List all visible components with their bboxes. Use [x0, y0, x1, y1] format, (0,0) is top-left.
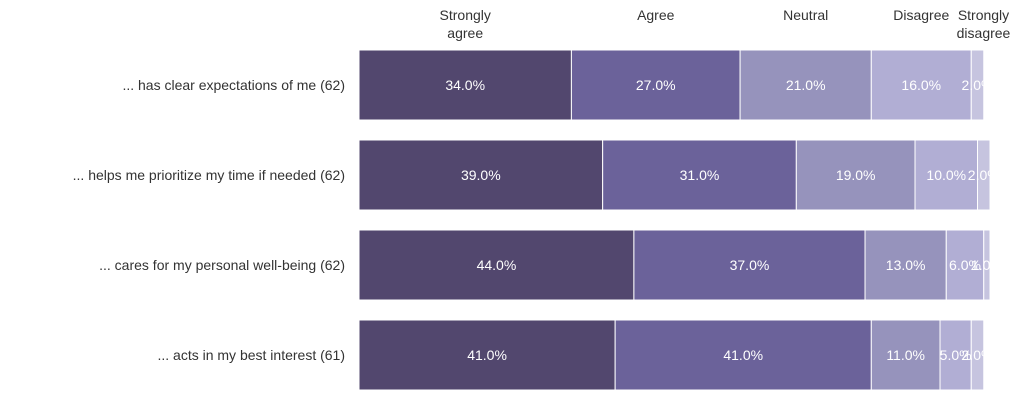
data-label: 10.0%: [926, 167, 966, 183]
bars: 34.0% 27.0% 21.0% 16.0% 2.0% 39.0% 31.0% 19.0% 1…: [358, 49, 1003, 391]
bar-segment-neutral: [739, 49, 872, 121]
bar-segment-disagree: [939, 319, 972, 391]
data-label: 39.0%: [461, 167, 501, 183]
data-label: 16.0%: [901, 77, 941, 93]
data-label: 11.0%: [886, 347, 925, 363]
data-label: 41.0%: [723, 347, 763, 363]
data-label: 27.0%: [636, 77, 676, 93]
legend: Strongly agree Agree Neutral Disagree Strongl…: [440, 7, 1011, 41]
data-label: 2.0%: [968, 167, 1000, 183]
legend-label-agree: Agree: [637, 7, 675, 23]
data-label: 19.0%: [836, 167, 876, 183]
data-label: 31.0%: [680, 167, 720, 183]
category-label: ... cares for my personal well-being (62…: [99, 257, 345, 273]
data-label: 21.0%: [786, 77, 826, 93]
bar-segment-neutral: [870, 319, 941, 391]
bar-segment-neutral: [864, 229, 947, 301]
bar-segment-neutral: [795, 139, 916, 211]
bar-segment-strongly-disagree: [983, 229, 991, 301]
category-label: ... helps me prioritize my time if neede…: [73, 167, 345, 183]
bar-segment-agree: [570, 49, 741, 121]
bar-segment-agree: [602, 139, 797, 211]
bar-segment-disagree: [914, 139, 979, 211]
data-label: 34.0%: [445, 77, 485, 93]
data-label: 41.0%: [467, 347, 507, 363]
data-label: 6.0%: [949, 257, 981, 273]
bar-segment-disagree: [870, 49, 972, 121]
data-label: 44.0%: [477, 257, 517, 273]
category-labels: ... has clear expectations of me (62)...…: [73, 77, 345, 363]
legend-label-neutral: Neutral: [783, 7, 828, 23]
bar-segment-strongly-agree: [358, 319, 616, 391]
bar-segment-strongly-agree: [358, 229, 635, 301]
legend-label-strongly-disagree: Strongly disagree: [957, 7, 1011, 41]
category-label: ... has clear expectations of me (62): [122, 77, 345, 93]
bar-segment-disagree: [945, 229, 985, 301]
legend-label-disagree: Disagree: [893, 7, 949, 23]
bar-segment-strongly-agree: [358, 139, 604, 211]
data-label: 5.0%: [940, 347, 972, 363]
bar-segment-agree: [614, 319, 872, 391]
data-label: 2.0%: [962, 77, 994, 93]
category-label: ... acts in my best interest (61): [157, 347, 345, 363]
bar-segment-agree: [633, 229, 866, 301]
bar-segment-strongly-disagree: [970, 49, 985, 121]
data-label: 1.0%: [971, 257, 1003, 273]
bar-segment-strongly-disagree: [970, 319, 985, 391]
legend-label-strongly-agree: Strongly agree: [440, 7, 491, 41]
bar-segment-strongly-agree: [358, 49, 572, 121]
data-label: 13.0%: [886, 257, 926, 273]
data-label: 37.0%: [730, 257, 770, 273]
bar-segment-strongly-disagree: [977, 139, 991, 211]
data-label: 2.0%: [962, 347, 994, 363]
